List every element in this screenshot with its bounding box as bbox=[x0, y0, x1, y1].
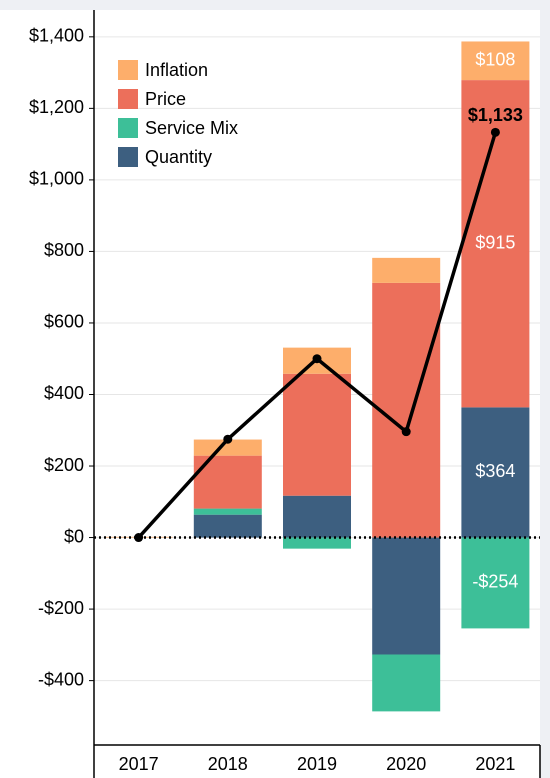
total-point bbox=[490, 127, 500, 137]
data-label: -$254 bbox=[472, 572, 518, 592]
total-point bbox=[401, 427, 411, 437]
y-tick-label: $400 bbox=[44, 383, 84, 403]
top-band bbox=[0, 0, 550, 10]
bar-segment bbox=[372, 654, 441, 712]
x-tick-label: 2021 bbox=[475, 754, 515, 774]
legend-swatch bbox=[118, 118, 138, 138]
y-tick-label: $1,200 bbox=[29, 97, 84, 117]
bar-segment bbox=[461, 41, 530, 81]
x-tick-label: 2020 bbox=[386, 754, 426, 774]
x-tick-label: 2018 bbox=[208, 754, 248, 774]
y-tick-label: $1,400 bbox=[29, 26, 84, 46]
bar-segment bbox=[372, 282, 441, 538]
legend-label: Price bbox=[145, 89, 186, 109]
data-label: $364 bbox=[475, 461, 515, 481]
bar-segment bbox=[372, 257, 441, 283]
legend-label: Inflation bbox=[145, 60, 208, 80]
y-tick-label: $0 bbox=[64, 526, 84, 546]
y-tick-label: $200 bbox=[44, 455, 84, 475]
legend-swatch bbox=[118, 147, 138, 167]
legend-label: Service Mix bbox=[145, 118, 238, 138]
total-point bbox=[312, 354, 322, 364]
x-tick-label: 2019 bbox=[297, 754, 337, 774]
legend-swatch bbox=[118, 60, 138, 80]
data-label: $108 bbox=[475, 50, 515, 70]
bar-segment bbox=[283, 373, 351, 496]
y-tick-label: -$400 bbox=[38, 669, 84, 689]
bar-segment bbox=[461, 537, 530, 629]
legend-label: Quantity bbox=[145, 147, 212, 167]
right-band bbox=[540, 0, 550, 778]
y-tick-label: -$200 bbox=[38, 598, 84, 618]
bar-segment bbox=[193, 514, 262, 538]
y-tick-label: $1,000 bbox=[29, 169, 84, 189]
bar-segment bbox=[193, 439, 262, 456]
total-point bbox=[134, 533, 144, 543]
bar-segment bbox=[193, 508, 262, 515]
bar-segment bbox=[461, 407, 530, 538]
y-tick-label: $800 bbox=[44, 240, 84, 260]
total-label: $1,133 bbox=[468, 105, 523, 125]
legend-swatch bbox=[118, 89, 138, 109]
bar-segment bbox=[372, 537, 441, 655]
total-point bbox=[223, 434, 233, 444]
y-tick-label: $600 bbox=[44, 312, 84, 332]
x-tick-label: 2017 bbox=[119, 754, 159, 774]
bar-segment bbox=[283, 495, 351, 538]
data-label: $915 bbox=[475, 232, 515, 252]
bar-segment bbox=[283, 537, 351, 549]
